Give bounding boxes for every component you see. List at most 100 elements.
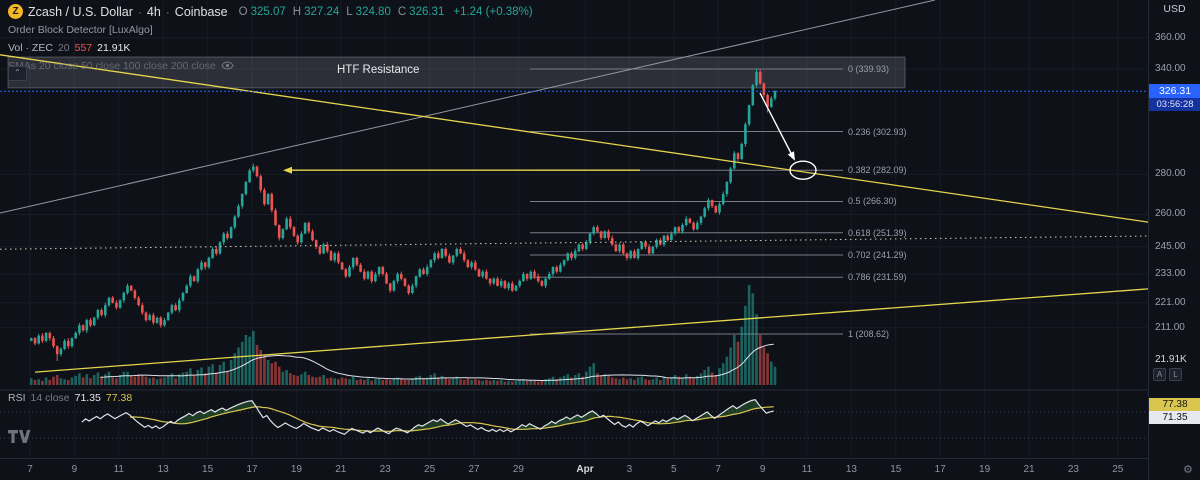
zcash-logo-icon: Z — [8, 4, 23, 19]
time-axis-label: 7 — [27, 464, 33, 475]
chart-legend: Z Zcash / U.S. Dollar · 4h · Coinbase O … — [8, 4, 533, 76]
current-price-value: 326.31 — [1149, 84, 1200, 98]
time-axis-label: 25 — [424, 464, 436, 475]
price-axis-label: 233.00 — [1155, 268, 1186, 279]
rsi-line — [81, 399, 774, 435]
rsi-ma-value: 77.38 — [105, 392, 133, 404]
price-axis[interactable]: USD 326.31 03:56:28 21.91K A L 77.38 71.… — [1148, 0, 1200, 480]
time-axis-label: 29 — [512, 464, 524, 475]
time-axis-label: 13 — [845, 464, 857, 475]
rsi-overbought-fill — [178, 400, 256, 424]
rsi-ma-badge: 77.38 — [1149, 398, 1200, 411]
rsi-value: 71.35 — [74, 392, 101, 404]
time-axis-label: 27 — [468, 464, 480, 475]
low-value: 324.80 — [355, 5, 391, 18]
time-axis-label: 15 — [890, 464, 902, 475]
symbol-title: Zcash / U.S. Dollar — [28, 4, 133, 19]
tradingview-logo[interactable] — [8, 430, 34, 448]
auto-scale-button[interactable]: A — [1153, 368, 1166, 381]
rsi-value-badge: 71.35 — [1149, 411, 1200, 424]
symbol-row[interactable]: Z Zcash / U.S. Dollar · 4h · Coinbase O … — [8, 4, 533, 19]
time-axis-label: 7 — [715, 464, 721, 475]
bar-countdown: 03:56:28 — [1149, 98, 1200, 111]
price-axis-label: 280.00 — [1155, 168, 1186, 180]
eye-icon[interactable] — [221, 61, 234, 70]
volume-ma-value: 557 — [74, 41, 93, 54]
time-axis-label: 5 — [671, 464, 677, 475]
rsi-overbought-fill — [411, 419, 460, 431]
order-block-indicator-label: Order Block Detector [LuxAlgo] — [8, 23, 153, 36]
volume-ma-length: 20 — [57, 41, 70, 54]
time-axis[interactable]: 7 9 11 13 15 17 19 21 23 25 27 29 Apr 3 5 7 9 11 13 15 17 19 2… — [0, 458, 1148, 480]
yellow-descending-trendline[interactable] — [0, 54, 1148, 223]
time-axis-label: 11 — [113, 464, 124, 475]
dotted-level-line[interactable] — [0, 235, 1148, 250]
volume-ma-line — [100, 343, 774, 381]
left-arrow-head — [283, 166, 292, 174]
indicator-row-smas[interactable]: SMAs 20 close 50 close 100 close 200 clo… — [8, 58, 533, 73]
separator-dot: · — [165, 4, 170, 19]
time-axis-label: 9 — [759, 464, 766, 475]
rsi-overbought-fill — [718, 399, 759, 417]
price-axis-label: 260.00 — [1155, 208, 1186, 220]
log-scale-button[interactable]: L — [1169, 368, 1182, 381]
time-axis-label: 9 — [71, 464, 78, 475]
time-axis-label: 11 — [801, 464, 813, 475]
legend-collapse-button[interactable]: ⌃ — [8, 66, 27, 81]
interval-label[interactable]: 4h — [146, 4, 161, 19]
volume-current-value: 21.91K — [97, 41, 131, 54]
time-axis-label: 15 — [202, 464, 214, 475]
close-label: C — [397, 5, 407, 18]
open-label: O — [238, 5, 248, 18]
indicator-row-order-block[interactable]: Order Block Detector [LuxAlgo] — [8, 22, 533, 37]
high-value: 327.24 — [304, 5, 340, 18]
ohlc-readout: O 325.07 H 327.24 L 324.80 C 326.31 — [239, 6, 449, 18]
gray-rising-trendline[interactable] — [0, 0, 936, 214]
time-axis-label: 19 — [979, 464, 991, 475]
time-axis-label: 13 — [157, 464, 169, 475]
separator-dot: · — [137, 4, 142, 19]
volume-axis-value: 21.91K — [1155, 354, 1187, 365]
low-label: L — [346, 5, 353, 18]
rsi-indicator-label: RSI — [8, 392, 26, 404]
volume-series — [30, 285, 777, 385]
time-axis-label: 17 — [246, 464, 258, 475]
close-value: 326.31 — [409, 5, 445, 18]
circle-annotation[interactable] — [789, 160, 817, 180]
current-price-badge: 326.31 03:56:28 — [1149, 84, 1200, 111]
exchange-label: Coinbase — [174, 4, 228, 19]
rsi-ma-line — [129, 406, 774, 433]
price-axis-label: 360.00 — [1155, 31, 1186, 43]
time-axis-label: 21 — [335, 464, 347, 475]
time-axis-label: 21 — [1023, 464, 1035, 475]
time-axis-label: 19 — [290, 464, 302, 475]
settings-gear-icon[interactable]: ⚙ — [1183, 464, 1193, 476]
rsi-pane — [0, 399, 1148, 439]
yellow-rising-support-line[interactable] — [34, 288, 1148, 373]
time-axis-label: 23 — [1067, 464, 1079, 475]
time-axis-label: Apr — [576, 464, 594, 475]
open-value: 325.07 — [250, 5, 286, 18]
pointer-arrow-head — [787, 151, 795, 161]
rsi-overbought-fill — [518, 423, 537, 430]
scale-buttons: A L — [1153, 368, 1182, 381]
rsi-overbought-fill — [374, 428, 382, 432]
time-axis-label: 23 — [379, 464, 391, 475]
change-value: +1.24 (+0.38%) — [453, 5, 533, 18]
time-axis-label: 3 — [626, 464, 633, 475]
price-axis-label: 221.00 — [1155, 296, 1186, 308]
chart-canvas[interactable] — [0, 0, 1148, 458]
rsi-legend[interactable]: RSI 14 close 71.35 77.38 — [8, 392, 132, 404]
currency-label[interactable]: USD — [1163, 3, 1186, 15]
time-axis-label: 25 — [1112, 464, 1124, 475]
price-axis-label: 245.00 — [1155, 240, 1186, 252]
price-axis-label: 340.00 — [1155, 62, 1186, 74]
fib-retracement[interactable] — [530, 68, 843, 335]
indicator-row-volume[interactable]: Vol · ZEC 20 557 21.91K — [8, 40, 533, 55]
price-axis-label: 211.00 — [1155, 321, 1185, 333]
volume-indicator-label: Vol · ZEC — [8, 41, 53, 54]
time-axis-label: 17 — [934, 464, 946, 475]
pointer-arrow-line[interactable] — [759, 92, 793, 156]
smas-indicator-label: SMAs 20 close 50 close 100 close 200 clo… — [8, 59, 216, 72]
